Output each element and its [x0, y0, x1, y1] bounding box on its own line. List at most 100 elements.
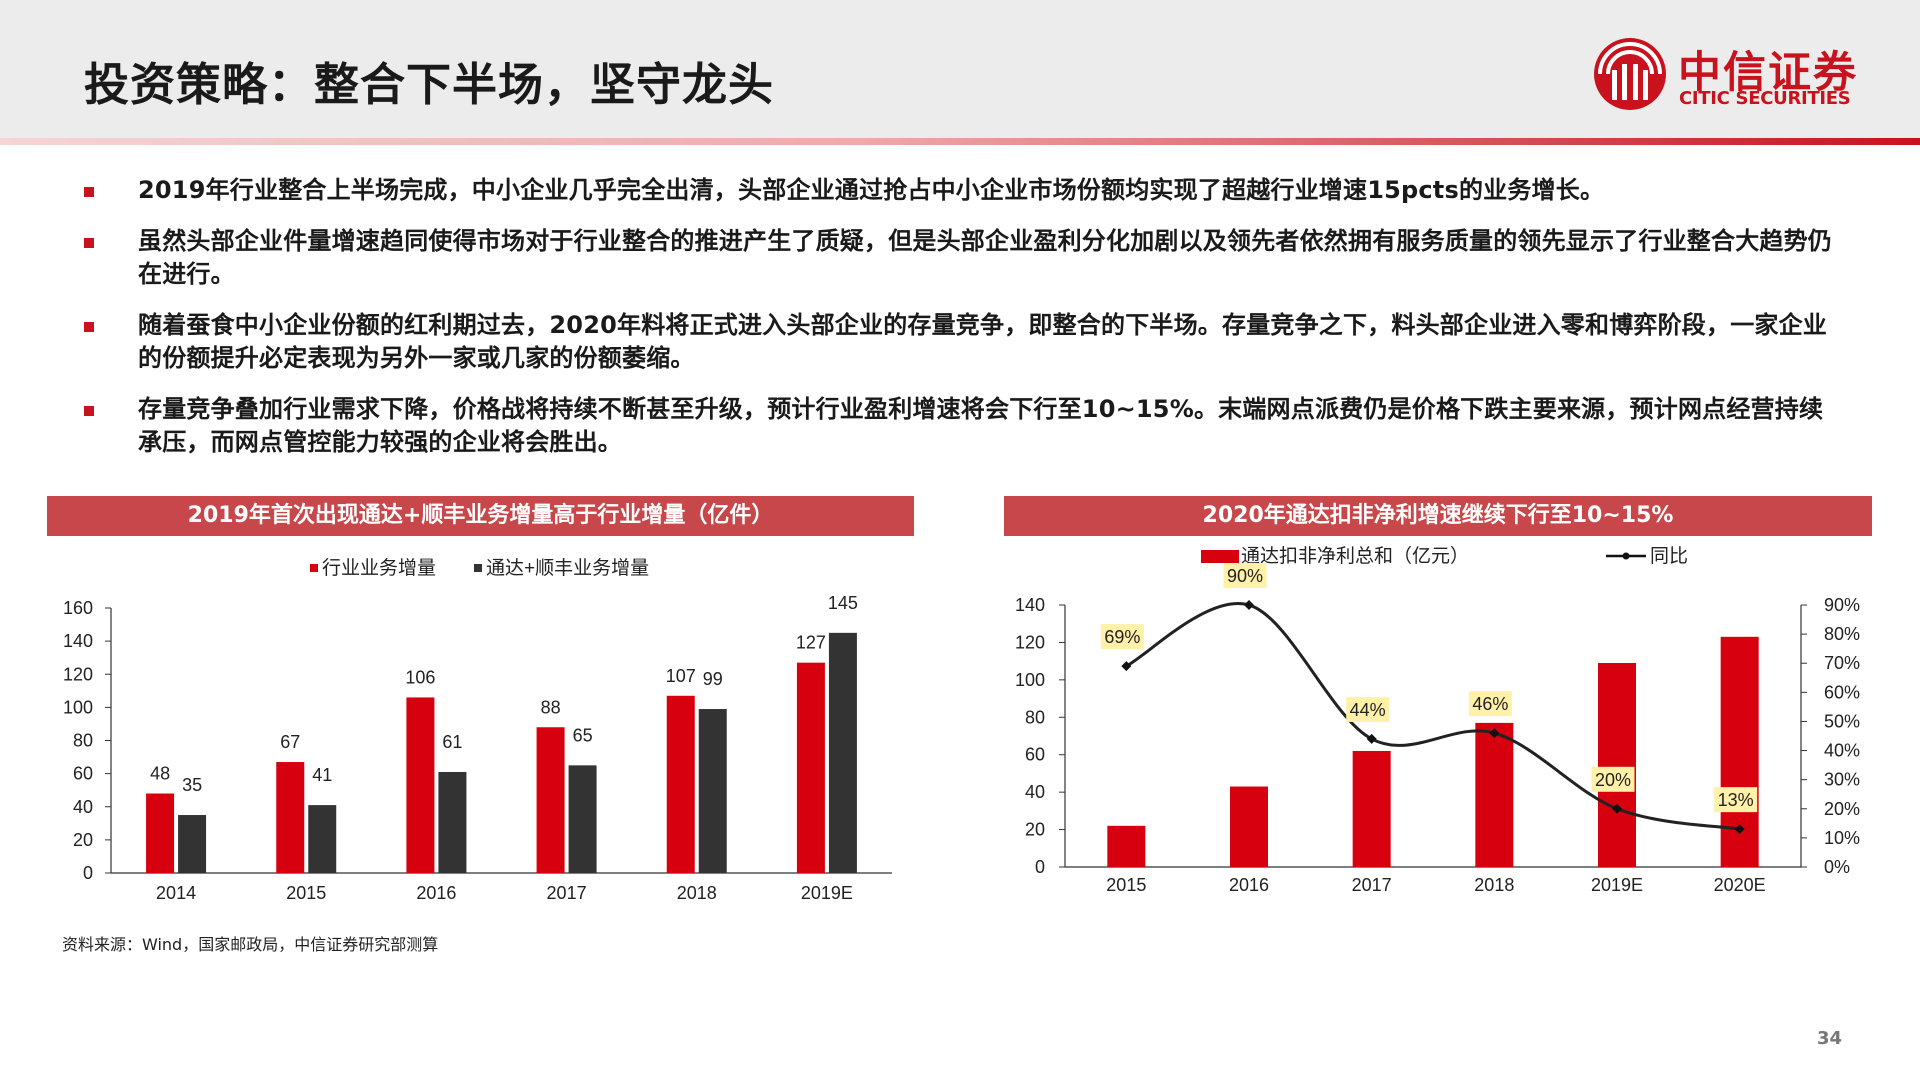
bullet-text: 随着蚕食中小企业份额的红利期过去，2020年料将正式进入头部企业的存量竞争，即整… — [138, 311, 1827, 372]
data-label-bg — [1591, 766, 1635, 792]
legend-swatch — [474, 564, 482, 572]
square-bullet-icon — [84, 406, 94, 416]
citic-logo: 中信证券 CITIC SECURITIES — [1592, 36, 1862, 116]
chart1-title: 2019年首次出现通达+顺丰业务增量高于行业增量（亿件） — [47, 496, 914, 536]
chart2-profit-growth: 通达扣非净利总和（亿元） 同比 0 20 40 60 80 100 120 140 0% 10% 20%… — [1015, 545, 1860, 895]
y-tick-label: 0 — [83, 863, 93, 883]
bar — [666, 695, 695, 873]
bullet-item: 虽然头部企业件量增速趋同使得市场对于行业整合的推进产生了质疑，但是头部企业盈利分… — [80, 225, 1840, 291]
x-tick-label: 2016 — [416, 883, 456, 903]
yoy-line — [1125, 601, 1740, 831]
y-tick-label: 140 — [63, 631, 93, 651]
bullet-item: 随着蚕食中小企业份额的红利期过去，2020年料将正式进入头部企业的存量竞争，即整… — [80, 309, 1840, 375]
bullet-list: 2019年行业整合上半场完成，中小企业几乎完全出清，头部企业通过抢占中小企业市场… — [80, 174, 1840, 477]
data-label: 44% — [1350, 700, 1386, 720]
x-tick-label: 2017 — [547, 883, 587, 903]
y-tick-label-right: 50% — [1824, 711, 1860, 731]
y-tick-label: 40 — [1025, 782, 1045, 802]
data-label: 41 — [312, 765, 332, 785]
y-tick-label-right: 60% — [1824, 682, 1860, 702]
y-tick-label: 0 — [1035, 857, 1045, 877]
y-tick-label-right: 90% — [1824, 595, 1860, 615]
data-label: 35 — [182, 775, 202, 795]
bar — [178, 815, 207, 873]
y-tick-label-right: 40% — [1824, 741, 1860, 761]
data-label: 46% — [1472, 694, 1508, 714]
bar — [568, 765, 597, 873]
bar — [308, 805, 337, 873]
y-tick-label: 40 — [73, 797, 93, 817]
square-bullet-icon — [84, 238, 94, 248]
data-label: 20% — [1595, 770, 1631, 790]
y-tick-label-right: 80% — [1824, 624, 1860, 644]
data-label: 67 — [280, 732, 300, 752]
data-label: 65 — [573, 725, 593, 745]
square-bullet-icon — [84, 322, 94, 332]
logo-english-name: CITIC SECURITIES — [1679, 88, 1851, 109]
bar — [536, 727, 565, 873]
bar — [1230, 786, 1268, 867]
logo-chinese-name: 中信证券 — [1678, 48, 1858, 98]
data-label-bg — [1346, 696, 1390, 722]
bar — [438, 771, 467, 873]
y-tick-label-right: 20% — [1824, 799, 1860, 819]
slide-header: 投资策略：整合下半场，坚守龙头 中信证券 CITIC SECURITIES — [0, 0, 1920, 138]
y-tick-label: 120 — [63, 664, 93, 684]
data-label: 90% — [1227, 566, 1263, 586]
slide-title: 投资策略：整合下半场，坚守龙头 — [84, 58, 775, 111]
line-point — [1734, 824, 1745, 835]
bar — [1352, 750, 1391, 867]
data-label: 13% — [1718, 790, 1754, 810]
source-note: 资料来源：Wind，国家邮政局，中信证券研究部测算 — [62, 935, 439, 954]
y-tick-label: 80 — [1025, 707, 1045, 727]
header-divider — [0, 138, 1920, 145]
bar — [406, 697, 435, 873]
legend-label: 通达+顺丰业务增量 — [486, 557, 649, 579]
bullet-text: 虽然头部企业件量增速趋同使得市场对于行业整合的推进产生了质疑，但是头部企业盈利分… — [138, 227, 1832, 288]
legend-label: 行业业务增量 — [322, 557, 436, 579]
line-point — [1612, 803, 1622, 814]
legend-swatch — [310, 564, 318, 572]
x-tick-label: 2018 — [1474, 875, 1514, 895]
data-label-bg — [1100, 624, 1144, 650]
y-tick-label: 100 — [1015, 670, 1045, 690]
y-tick-label: 100 — [63, 697, 93, 717]
x-tick-label: 2014 — [156, 883, 196, 903]
line-point — [1121, 661, 1132, 672]
legend-marker — [1622, 552, 1630, 560]
data-label: 61 — [442, 732, 462, 752]
y-tick-label: 60 — [73, 764, 93, 784]
bar — [146, 793, 175, 873]
data-label: 88 — [541, 697, 561, 717]
bar — [698, 709, 727, 873]
bullet-text: 存量竞争叠加行业需求下降，价格战将持续不断甚至升级，预计行业盈利增速将会下行至1… — [138, 395, 1824, 456]
chart1-volume-increment: 行业业务增量 通达+顺丰业务增量 0 20 40 60 80 100 120 140 160 2014… — [63, 557, 892, 903]
x-tick-label: 2020E — [1714, 875, 1766, 895]
data-label: 127 — [796, 633, 826, 653]
x-tick-label: 2018 — [677, 883, 717, 903]
legend-swatch — [1201, 550, 1239, 563]
y-tick-label: 140 — [1015, 595, 1045, 615]
data-label: 69% — [1104, 627, 1140, 647]
bar — [276, 762, 305, 873]
square-bullet-icon — [84, 187, 94, 197]
y-tick-label: 20 — [73, 830, 93, 850]
y-tick-label: 120 — [1015, 632, 1045, 652]
bar — [1598, 663, 1636, 867]
citic-emblem-icon — [1594, 38, 1666, 110]
data-label: 106 — [405, 667, 435, 687]
y-tick-label-right: 0% — [1824, 857, 1850, 877]
data-label: 107 — [666, 666, 696, 686]
bar — [1475, 722, 1514, 867]
data-label: 48 — [150, 764, 170, 784]
bar — [828, 632, 857, 873]
x-tick-label: 2016 — [1229, 875, 1269, 895]
bullet-text: 2019年行业整合上半场完成，中小企业几乎完全出清，头部企业通过抢占中小企业市场… — [138, 176, 1605, 204]
data-label: 145 — [828, 593, 858, 613]
bar — [796, 662, 825, 873]
x-tick-label: 2017 — [1352, 875, 1392, 895]
y-tick-label-right: 70% — [1824, 653, 1860, 673]
line-point — [1489, 728, 1500, 739]
y-tick-label-right: 30% — [1824, 770, 1860, 790]
x-tick-label: 2015 — [1106, 875, 1146, 895]
